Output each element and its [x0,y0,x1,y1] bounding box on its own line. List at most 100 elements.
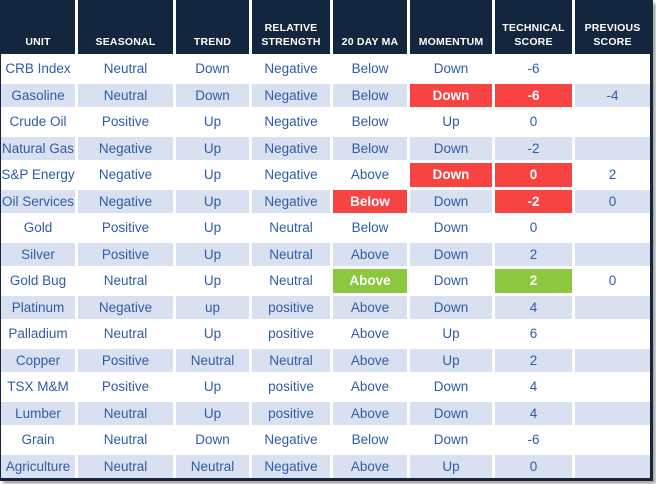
cell-technical-score-row-9: 4 [495,295,572,319]
cell-relative-strength-row-13: positive [252,401,330,425]
cell-technical-score-row-12: 4 [495,375,572,399]
cell-trend-row-8: Up [176,269,249,293]
cell-unit-row-5: Oil Services [1,189,75,213]
cell-relative-strength-row-2: Negative [252,110,330,134]
cell-momentum-row-7: Down [410,242,492,266]
cell-momentum-row-1: Down [410,83,492,107]
cell-technical-score-row-1: -6 [495,83,572,107]
cell-20-day-ma-row-15: Above [333,454,407,478]
cell-relative-strength-row-5: Negative [252,189,330,213]
cell-seasonal-row-15: Neutral [78,454,173,478]
cell-seasonal-row-3: Negative [78,136,173,160]
cell-20-day-ma-row-0: Below [333,57,407,81]
cell-trend-row-3: Up [176,136,249,160]
cell-technical-score-row-4: 0 [495,163,572,187]
cell-relative-strength-row-7: Neutral [252,242,330,266]
cell-previous-score-row-3 [575,136,650,160]
cell-20-day-ma-row-5: Below [333,189,407,213]
cell-20-day-ma-row-1: Below [333,83,407,107]
cell-momentum-row-12: Down [410,375,492,399]
cell-relative-strength-row-3: Negative [252,136,330,160]
cell-relative-strength-row-12: positive [252,375,330,399]
table-grid: UNIT SEASONAL TREND RELATIVE STRENGTH 20 DAY… [1,0,650,478]
cell-trend-row-9: up [176,295,249,319]
cell-relative-strength-row-11: Neutral [252,348,330,372]
cell-20-day-ma-row-14: Below [333,428,407,452]
cell-momentum-row-8: Down [410,269,492,293]
cell-seasonal-row-2: Positive [78,110,173,134]
cell-seasonal-row-4: Negative [78,163,173,187]
cell-momentum-row-15: Up [410,454,492,478]
cell-20-day-ma-row-6: Below [333,216,407,240]
cell-relative-strength-row-4: Negative [252,163,330,187]
cell-unit-row-9: Platinum [1,295,75,319]
cell-previous-score-row-9 [575,295,650,319]
cell-trend-row-13: Up [176,401,249,425]
cell-momentum-row-0: Down [410,57,492,81]
cell-unit-row-12: TSX M&M [1,375,75,399]
cell-20-day-ma-row-13: Above [333,401,407,425]
cell-momentum-row-13: Down [410,401,492,425]
cell-technical-score-row-8: 2 [495,269,572,293]
cell-unit-row-15: Agriculture [1,454,75,478]
col-header-technical-score: TECHNICAL SCORE [495,0,572,54]
cell-technical-score-row-2: 0 [495,110,572,134]
cell-momentum-row-3: Down [410,136,492,160]
cell-unit-row-13: Lumber [1,401,75,425]
cell-trend-row-2: Up [176,110,249,134]
cell-momentum-row-4: Down [410,163,492,187]
cell-relative-strength-row-1: Negative [252,83,330,107]
col-header-relative-strength: RELATIVE STRENGTH [252,0,330,54]
cell-trend-row-12: Up [176,375,249,399]
cell-20-day-ma-row-8: Above [333,269,407,293]
cell-technical-score-row-10: 6 [495,322,572,346]
cell-seasonal-row-8: Neutral [78,269,173,293]
cell-relative-strength-row-15: Negative [252,454,330,478]
cell-unit-row-6: Gold [1,216,75,240]
cell-previous-score-row-6 [575,216,650,240]
cell-previous-score-row-1: -4 [575,83,650,107]
col-header-previous-score: PREVIOUS SCORE [575,0,650,54]
col-header-trend: TREND [176,0,249,54]
col-header-momentum: MOMENTUM [410,0,492,54]
cell-unit-row-14: Grain [1,428,75,452]
cell-relative-strength-row-10: positive [252,322,330,346]
cell-previous-score-row-0 [575,57,650,81]
col-header-20-day-ma: 20 DAY MA [333,0,407,54]
cell-seasonal-row-9: Negative [78,295,173,319]
cell-trend-row-1: Down [176,83,249,107]
cell-20-day-ma-row-3: Below [333,136,407,160]
cell-previous-score-row-15 [575,454,650,478]
cell-relative-strength-row-9: positive [252,295,330,319]
cell-technical-score-row-5: -2 [495,189,572,213]
cell-momentum-row-9: Down [410,295,492,319]
cell-unit-row-8: Gold Bug [1,269,75,293]
cell-previous-score-row-11 [575,348,650,372]
cell-trend-row-4: Up [176,163,249,187]
cell-20-day-ma-row-11: Above [333,348,407,372]
cell-technical-score-row-11: 2 [495,348,572,372]
cell-seasonal-row-0: Neutral [78,57,173,81]
cell-relative-strength-row-0: Negative [252,57,330,81]
cell-technical-score-row-13: 4 [495,401,572,425]
cell-trend-row-6: Up [176,216,249,240]
cell-technical-score-row-3: -2 [495,136,572,160]
cell-unit-row-2: Crude Oil [1,110,75,134]
cell-seasonal-row-12: Positive [78,375,173,399]
cell-seasonal-row-14: Neutral [78,428,173,452]
col-header-unit: UNIT [1,0,75,54]
cell-seasonal-row-6: Positive [78,216,173,240]
cell-seasonal-row-13: Neutral [78,401,173,425]
cell-previous-score-row-7 [575,242,650,266]
cell-relative-strength-row-6: Neutral [252,216,330,240]
cell-previous-score-row-4: 2 [575,163,650,187]
cell-technical-score-row-14: -6 [495,428,572,452]
cell-previous-score-row-13 [575,401,650,425]
cell-seasonal-row-1: Neutral [78,83,173,107]
cell-unit-row-3: Natural Gas [1,136,75,160]
cell-momentum-row-5: Down [410,189,492,213]
cell-momentum-row-11: Up [410,348,492,372]
cell-momentum-row-10: Up [410,322,492,346]
cell-20-day-ma-row-9: Above [333,295,407,319]
